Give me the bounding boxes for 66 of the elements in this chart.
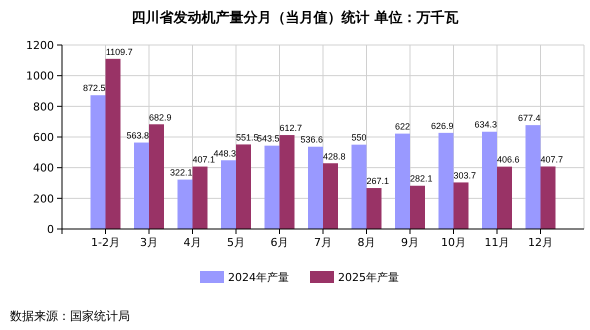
data-label: 677.4 — [518, 113, 541, 124]
data-label: 407.1 — [192, 154, 216, 165]
data-label: 563.8 — [126, 130, 150, 141]
x-tick-label: 8月 — [358, 236, 376, 249]
bar — [395, 134, 410, 229]
bar — [540, 166, 556, 229]
bar — [192, 166, 208, 229]
bar — [264, 146, 280, 229]
chart-title: 四川省发动机产量分月（当月值）统计 单位：万千瓦 — [132, 9, 458, 26]
bar — [497, 166, 512, 229]
data-label: 543.5 — [256, 134, 280, 144]
legend-label: 2024年产量 — [228, 271, 289, 284]
data-label: 406.6 — [496, 154, 520, 165]
data-label: 634.3 — [474, 120, 498, 130]
data-label: 303.7 — [453, 170, 476, 180]
data-label: 550 — [351, 132, 367, 143]
bar — [90, 95, 106, 229]
bar — [482, 132, 497, 229]
bar — [410, 186, 425, 229]
bar — [352, 144, 366, 229]
source-note: 数据来源：国家统计局 — [10, 309, 130, 323]
bar — [366, 188, 382, 229]
x-tick-label: 12月 — [528, 236, 553, 249]
y-tick-label: 1200 — [26, 39, 54, 52]
bar — [438, 132, 454, 229]
bar — [323, 163, 338, 229]
data-label: 282.1 — [410, 174, 433, 184]
y-tick-label: 400 — [33, 162, 54, 175]
data-label: 682.9 — [148, 112, 172, 122]
data-label: 622 — [394, 122, 410, 132]
x-tick-label: 7月 — [314, 236, 332, 249]
x-tick-label: 6月 — [270, 236, 288, 249]
y-tick-label: 600 — [33, 131, 54, 144]
data-label: 551.5 — [236, 132, 259, 142]
bar — [308, 146, 323, 229]
bar — [236, 144, 251, 229]
data-label: 428.8 — [322, 151, 346, 162]
data-label: 626.9 — [430, 120, 454, 131]
x-tick-label: 3月 — [140, 236, 158, 249]
x-tick-label: 4月 — [184, 236, 202, 249]
bar — [134, 142, 149, 229]
y-tick-label: 200 — [33, 192, 54, 206]
x-tick-label: 5月 — [227, 236, 245, 249]
legend-label: 2025年产量 — [338, 271, 399, 284]
data-label: 536.6 — [300, 134, 324, 145]
data-label: 322.1 — [170, 168, 193, 178]
bar — [106, 58, 120, 229]
y-tick-label: 0 — [47, 223, 54, 236]
x-tick-label: 11月 — [484, 236, 510, 249]
data-label: 267.1 — [366, 176, 390, 186]
x-tick-label: 9月 — [401, 236, 419, 249]
x-tick-label: 1-2月 — [91, 236, 120, 249]
bar — [526, 125, 540, 229]
data-label: 448.3 — [213, 148, 236, 158]
bar — [178, 180, 192, 229]
bar — [221, 160, 236, 229]
x-tick-label: 10月 — [441, 236, 466, 249]
bar — [454, 182, 468, 229]
data-label: 1109.7 — [106, 46, 133, 57]
y-tick-label: 800 — [33, 100, 54, 114]
data-label: 612.7 — [279, 123, 302, 134]
y-tick-label: 1000 — [26, 70, 54, 83]
data-label: 872.5 — [82, 83, 106, 94]
bar — [149, 124, 164, 229]
bar — [280, 135, 294, 229]
data-label: 407.7 — [540, 154, 564, 164]
